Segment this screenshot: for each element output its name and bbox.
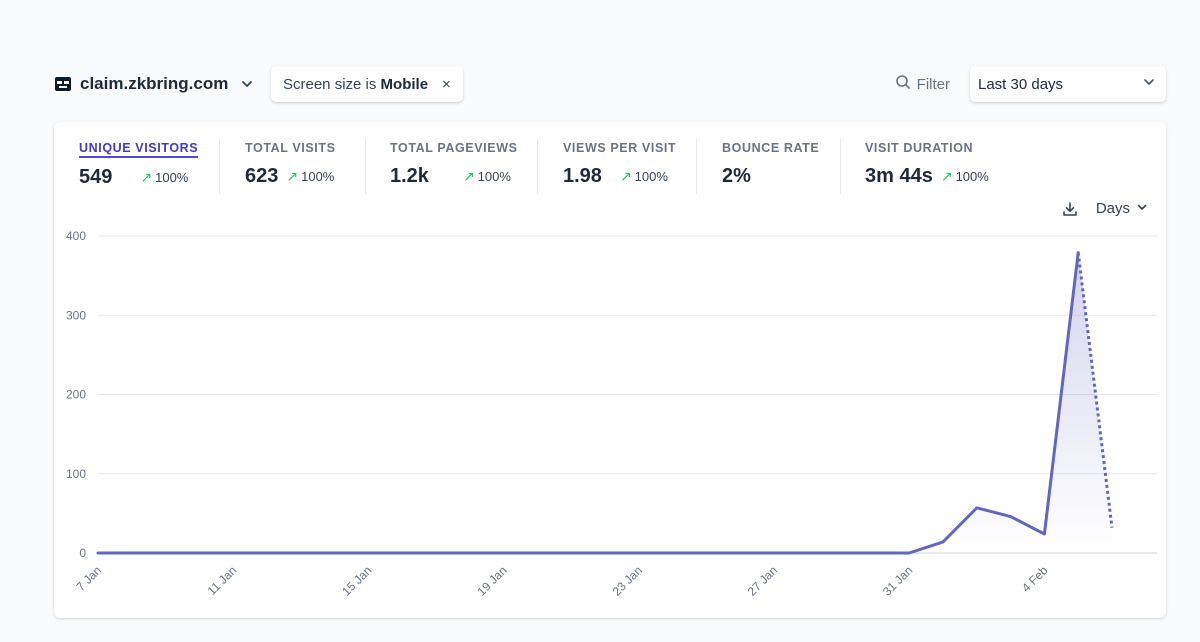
chevron-down-icon (1136, 200, 1148, 217)
y-axis-labels: 0 100 200 300 400 (66, 229, 86, 560)
x-tick-label: 7 Jan (73, 563, 104, 594)
filter-pill-value: Mobile (380, 75, 429, 93)
metric-change: ↗ 100% (286, 168, 334, 185)
metric-change-value: 100% (477, 169, 511, 184)
metric-value: 2% (722, 165, 751, 187)
chart-lines (96, 251, 1114, 555)
filter-button-label: Filter (916, 75, 950, 93)
arrow-up-right-icon: ↗ (286, 168, 299, 184)
download-icon[interactable] (1062, 201, 1078, 217)
metric-label: Views per visit (563, 141, 677, 155)
chevron-down-icon (1142, 75, 1156, 93)
period-select-label: Last 30 days (978, 75, 1064, 93)
metric-change: ↗ 100% (941, 168, 989, 185)
metric-change: ↗ 100% (620, 168, 668, 185)
site-favicon-icon (54, 75, 72, 93)
site-name: claim.zkbring.com (80, 74, 229, 93)
metric-label: Visit duration (865, 141, 974, 155)
y-tick-label: 100 (66, 467, 86, 481)
metric-value: 623 (245, 165, 279, 187)
metric-visit-duration[interactable]: Visit duration 3m 44s ↗ 100% (865, 139, 989, 194)
metric-change: ↗ 100% (463, 168, 511, 185)
arrow-up-right-icon: ↗ (462, 168, 475, 184)
x-tick-label: 27 Jan (745, 563, 780, 598)
metric-change-value: 100% (955, 169, 989, 184)
metric-value: 1.2k (390, 165, 429, 187)
metric-label: Unique visitors (79, 141, 199, 158)
metric-change-value: 100% (155, 170, 189, 185)
x-tick-label: 15 Jan (339, 563, 374, 598)
series-area (98, 252, 1112, 553)
stats-card: Unique visitors 549 ↗ 100% Total visits 6… (54, 122, 1166, 618)
interval-select-label: Days (1095, 200, 1130, 217)
metric-total-pageviews[interactable]: Total pageviews 1.2k ↗ 100% (390, 139, 518, 194)
y-tick-label: 300 (66, 308, 86, 322)
metric-divider (537, 139, 538, 194)
arrow-up-right-icon: ↗ (619, 168, 632, 184)
metric-views-per-visit[interactable]: Views per visit 1.98 ↗ 100% (563, 139, 676, 194)
metric-divider (840, 139, 841, 194)
metric-value: 3m 44s (865, 165, 933, 187)
metric-value: 1.98 (563, 165, 602, 187)
arrow-up-right-icon: ↗ (140, 169, 153, 185)
metric-label: Total pageviews (390, 141, 518, 155)
search-icon (895, 74, 911, 94)
filter-button[interactable]: Filter (895, 66, 950, 102)
x-axis-labels: 7 Jan 11 Jan 15 Jan 19 Jan 23 Jan 27 Jan 31 Ja… (73, 563, 1050, 599)
metric-label: Total visits (245, 141, 336, 155)
y-tick-label: 400 (66, 229, 86, 243)
x-tick-label: 4 Feb (1019, 563, 1051, 595)
metric-divider (219, 139, 220, 194)
site-switcher[interactable]: claim.zkbring.com (54, 66, 254, 102)
y-tick-label: 200 (66, 388, 86, 402)
metric-total-visits[interactable]: Total visits 623 ↗ 100% (245, 139, 336, 194)
chart-grid (98, 235, 1157, 554)
x-tick-label: 31 Jan (880, 563, 915, 598)
x-tick-label: 23 Jan (610, 563, 645, 598)
metric-divider (365, 139, 366, 194)
metric-label: Bounce rate (722, 141, 820, 155)
metric-change-value: 100% (301, 169, 335, 184)
period-select[interactable]: Last 30 days (970, 66, 1166, 102)
filter-pill-prefix: Screen size is (283, 75, 381, 93)
chevron-down-icon (240, 77, 254, 91)
top-bar: claim.zkbring.com Screen size is Mobile … (54, 66, 1166, 102)
y-tick-label: 0 (79, 546, 86, 560)
x-tick-label: 11 Jan (205, 563, 240, 598)
series-line-incomplete (1076, 252, 1114, 528)
active-filter-pill[interactable]: Screen size is Mobile × (271, 66, 463, 102)
chart-tools: Days (1062, 200, 1148, 217)
metric-value: 549 (79, 166, 113, 188)
metric-divider (696, 139, 697, 194)
metric-bounce-rate[interactable]: Bounce rate 2% (722, 139, 819, 194)
remove-filter-close-icon[interactable]: × (442, 75, 451, 93)
chart-area (98, 252, 1112, 553)
filter-pill-text: Screen size is Mobile (283, 76, 428, 93)
x-tick-label: 19 Jan (474, 563, 509, 598)
series-line (96, 251, 1080, 555)
arrow-up-right-icon: ↗ (940, 168, 953, 184)
metric-change-value: 100% (634, 169, 668, 184)
interval-select[interactable]: Days (1096, 200, 1148, 217)
metric-unique-visitors[interactable]: Unique visitors 549 ↗ 100% (79, 139, 199, 194)
visitors-line-chart: 0 100 200 300 400 7 Jan 11 Jan 15 Jan 19 Jan 23 … (66, 229, 1157, 599)
metric-change: ↗ 100% (140, 169, 188, 186)
